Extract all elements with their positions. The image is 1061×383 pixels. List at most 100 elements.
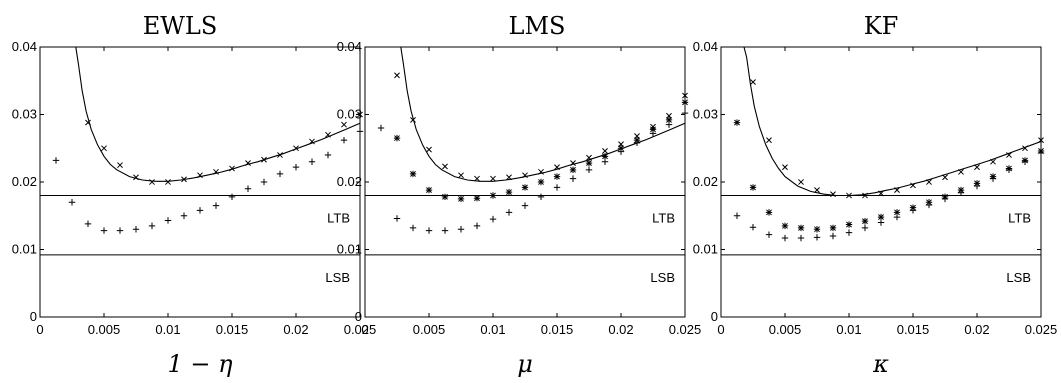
plot-frame	[39, 46, 361, 318]
data-point-x	[538, 168, 544, 175]
y-tick-label: 0.01	[693, 242, 718, 257]
panel-title: LMS	[509, 12, 566, 40]
data-point-star	[457, 195, 465, 203]
data-point-x	[830, 191, 836, 198]
data-point-plus	[649, 130, 657, 137]
data-point-x	[554, 164, 560, 171]
data-point-x	[117, 162, 123, 169]
y-tick-label: 0.02	[12, 174, 37, 189]
data-point-star	[877, 213, 885, 221]
data-point-x	[341, 121, 347, 128]
lsb-label: LSB	[325, 270, 350, 285]
data-point-x	[474, 175, 480, 182]
markers	[733, 79, 1045, 242]
data-point-plus	[909, 207, 917, 214]
data-point-plus	[180, 212, 188, 219]
x-tick-label: 0.01	[836, 322, 861, 337]
x-tick-label: 0.005	[769, 322, 802, 337]
x-tick-label: 0.01	[155, 322, 180, 337]
data-point-plus	[393, 215, 401, 222]
x-axis-label: μ	[517, 350, 533, 378]
data-point-x	[990, 158, 996, 165]
x-tick-label: 0.025	[344, 322, 377, 337]
data-point-plus	[877, 219, 885, 226]
data-point-plus	[212, 202, 220, 209]
data-point-plus	[973, 182, 981, 190]
data-point-plus	[196, 207, 204, 214]
data-point-plus	[116, 227, 124, 234]
data-point-x	[394, 72, 400, 79]
data-point-plus	[132, 226, 140, 233]
data-point-plus	[1037, 149, 1045, 157]
data-point-star	[473, 195, 481, 202]
lsb-label: LSB	[650, 270, 675, 285]
y-tick-label: 0.04	[337, 39, 362, 54]
data-point-x	[410, 116, 416, 123]
data-point-plus	[425, 227, 433, 234]
data-point-star	[409, 170, 417, 178]
ltb-label: LTB	[327, 211, 350, 226]
data-point-plus	[781, 234, 789, 242]
data-point-plus	[164, 217, 172, 224]
data-point-x	[1038, 137, 1044, 144]
data-point-star	[681, 99, 689, 106]
data-point-x	[782, 164, 788, 171]
data-point-x	[1006, 152, 1012, 158]
data-point-plus	[489, 215, 497, 223]
data-point-star	[537, 178, 545, 186]
x-tick-label: 0.015	[897, 322, 930, 337]
data-point-plus	[585, 166, 593, 174]
x-tick-label: 0.025	[1025, 322, 1058, 337]
data-point-star	[829, 224, 837, 232]
y-tick-label: 0	[355, 309, 362, 324]
panel-title: EWLS	[143, 12, 218, 40]
data-point-x	[926, 179, 932, 185]
data-point-plus	[292, 163, 300, 171]
data-point-x	[165, 179, 171, 185]
data-point-x	[213, 168, 219, 175]
data-point-x	[846, 192, 852, 199]
data-point-plus	[925, 201, 933, 209]
x-tick-label: 0.005	[413, 322, 446, 337]
data-point-plus	[1021, 158, 1029, 165]
y-tick-label: 0.03	[12, 107, 37, 122]
data-point-star	[845, 221, 853, 228]
panel-title: KF	[864, 12, 899, 40]
data-point-plus	[324, 151, 332, 159]
data-point-plus	[148, 222, 156, 230]
data-point-star	[425, 186, 433, 194]
data-point-star	[665, 116, 673, 124]
y-ticks: 0 0.01 0.02 0.03 0.04	[337, 39, 685, 324]
data-point-x	[570, 160, 576, 167]
data-point-x	[293, 145, 299, 152]
data-point-plus	[457, 226, 465, 233]
y-tick-label: 0.03	[693, 107, 718, 122]
data-point-plus	[521, 202, 529, 209]
data-point-plus	[601, 158, 609, 165]
x-tick-label: 0.01	[480, 322, 505, 337]
data-point-x	[974, 164, 980, 171]
data-point-x	[766, 137, 772, 144]
data-point-star	[749, 184, 757, 191]
data-point-star	[601, 153, 609, 160]
data-point-plus	[377, 124, 385, 132]
markers	[377, 72, 689, 234]
fit-curve	[75, 46, 361, 182]
data-point-plus	[228, 193, 236, 201]
data-point-plus	[797, 234, 805, 242]
data-point-x	[101, 145, 107, 152]
data-point-x	[229, 165, 235, 172]
data-point-star	[797, 224, 805, 232]
data-point-plus	[68, 199, 76, 206]
y-ticks: 0 0.01 0.02 0.03 0.04	[693, 39, 1041, 324]
data-point-star	[813, 226, 821, 233]
data-point-star	[441, 193, 449, 201]
data-point-star	[649, 126, 657, 133]
panel-ewls: EWLS LTB LSB 0 0.005 0.01 0.015 0.02 0.025 00…	[12, 12, 377, 378]
data-point-x	[602, 148, 608, 154]
data-point-plus	[893, 213, 901, 221]
x-tick-label: 0	[36, 322, 43, 337]
data-point-star	[569, 166, 577, 174]
x-tick-label: 0	[717, 322, 724, 337]
